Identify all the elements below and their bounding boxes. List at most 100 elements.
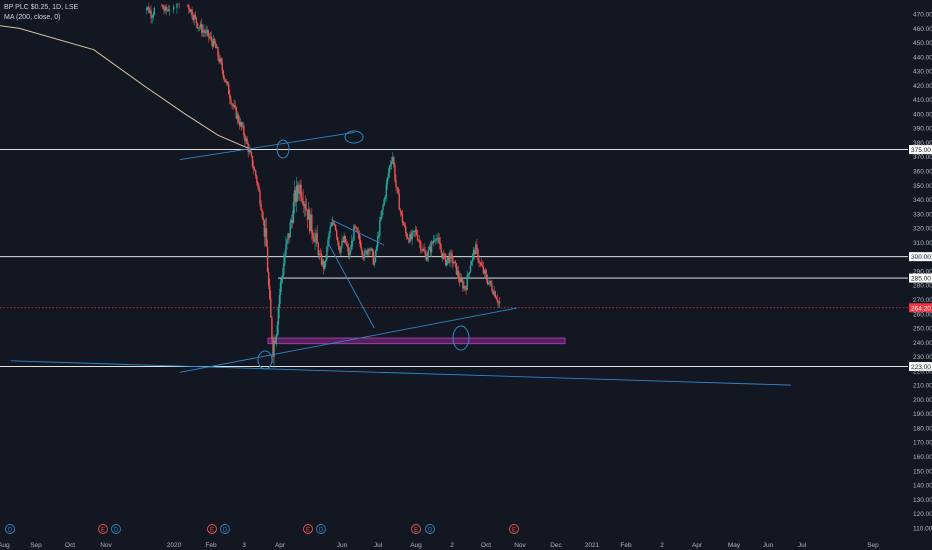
candle-body [251, 156, 254, 167]
candle-body [279, 282, 282, 295]
candle-body [176, 3, 178, 8]
candle-body [400, 211, 403, 214]
candle-body [195, 17, 198, 23]
candle-body [314, 236, 316, 242]
candle-body [266, 246, 269, 273]
candle-body [248, 149, 250, 153]
candle-body [447, 257, 449, 260]
candle-body [441, 252, 444, 259]
candle-body [407, 237, 409, 239]
candle-body [425, 254, 427, 261]
candle-body [201, 23, 203, 33]
candle-body [240, 122, 243, 127]
candle-body [233, 105, 235, 107]
candle-body [163, 8, 165, 11]
y-tick-label: 330.00 [913, 211, 932, 218]
candle-body [238, 121, 241, 126]
candle-body [191, 9, 193, 17]
candle-body [413, 231, 416, 232]
candle-body [215, 43, 217, 49]
candle-body [148, 6, 150, 13]
y-tick-label: 190.00 [913, 411, 932, 418]
y-tick-label: 390.00 [913, 126, 932, 133]
candle-body [332, 222, 335, 224]
candle-body [348, 252, 351, 256]
candle-body [422, 248, 424, 251]
last-price-tag [909, 303, 932, 313]
candle-body [281, 275, 284, 279]
candle-body [433, 240, 435, 243]
x-tick-label: May [728, 542, 741, 549]
dividend-event-icon [5, 524, 15, 534]
highlight-circle [257, 350, 273, 370]
event-marker-label: E [210, 528, 214, 534]
candle-body [280, 278, 283, 283]
candle-body [173, 6, 175, 10]
candle-body [258, 186, 260, 192]
candle-body [265, 228, 268, 247]
candle-body [333, 223, 336, 225]
candle-body [475, 244, 477, 255]
x-tick-label: Apr [692, 542, 703, 549]
candle-body [355, 226, 357, 228]
candle-body [358, 233, 360, 240]
candle-body [408, 238, 410, 243]
candle-body [498, 301, 501, 304]
candle-body [372, 251, 375, 265]
trendline [179, 307, 518, 373]
candle-body [339, 249, 341, 253]
candle-body [493, 291, 495, 295]
candle-body [311, 214, 313, 234]
candle-body [209, 36, 212, 38]
level-price-label: 223.00 [911, 364, 931, 371]
event-marker-label: E [306, 528, 310, 534]
candle-body [287, 233, 289, 240]
candle-body [449, 252, 451, 263]
candle-body [153, 7, 155, 15]
candle-body [255, 170, 257, 177]
candle-body [383, 199, 385, 206]
candle-body [373, 261, 376, 265]
candle-body [194, 14, 196, 18]
candle-body [334, 224, 337, 231]
indicator-label: MA (200, close, 0) [4, 14, 61, 21]
candle-body [242, 125, 244, 127]
candle-body [343, 235, 345, 243]
candle-body [167, 9, 170, 11]
candle-body [197, 27, 200, 29]
x-tick-label: Dec [550, 542, 562, 549]
candle-body [434, 239, 436, 241]
candle-body [485, 274, 488, 280]
candle-body [478, 260, 480, 263]
candle-body [229, 94, 231, 100]
y-tick-label: 210.00 [913, 383, 932, 390]
candle-body [270, 298, 272, 318]
candle-body [214, 38, 216, 44]
candle-body [234, 105, 236, 108]
candle-body [299, 184, 301, 194]
candle-body [239, 122, 242, 126]
candle-body [228, 83, 230, 95]
candle-body [455, 263, 458, 275]
candle-body [426, 256, 428, 261]
candle-body [264, 228, 267, 237]
candle-body [345, 242, 348, 246]
candle-body [390, 161, 393, 165]
event-marker-label: D [319, 528, 324, 534]
candle-body [386, 177, 389, 185]
candle-body [291, 220, 294, 223]
x-tick-label: Nov [514, 542, 526, 549]
x-tick-label: 2021 [585, 542, 600, 549]
candle-body [452, 262, 454, 264]
trendline [10, 360, 791, 386]
candle-body [352, 240, 354, 242]
candle-body [305, 208, 308, 210]
candle-body [223, 77, 226, 80]
candle-body [257, 182, 259, 187]
candle-body [164, 6, 166, 11]
y-tick-label: 320.00 [913, 226, 932, 233]
candle-body [320, 254, 323, 265]
candle-body [252, 166, 255, 170]
candle-body [317, 243, 319, 256]
